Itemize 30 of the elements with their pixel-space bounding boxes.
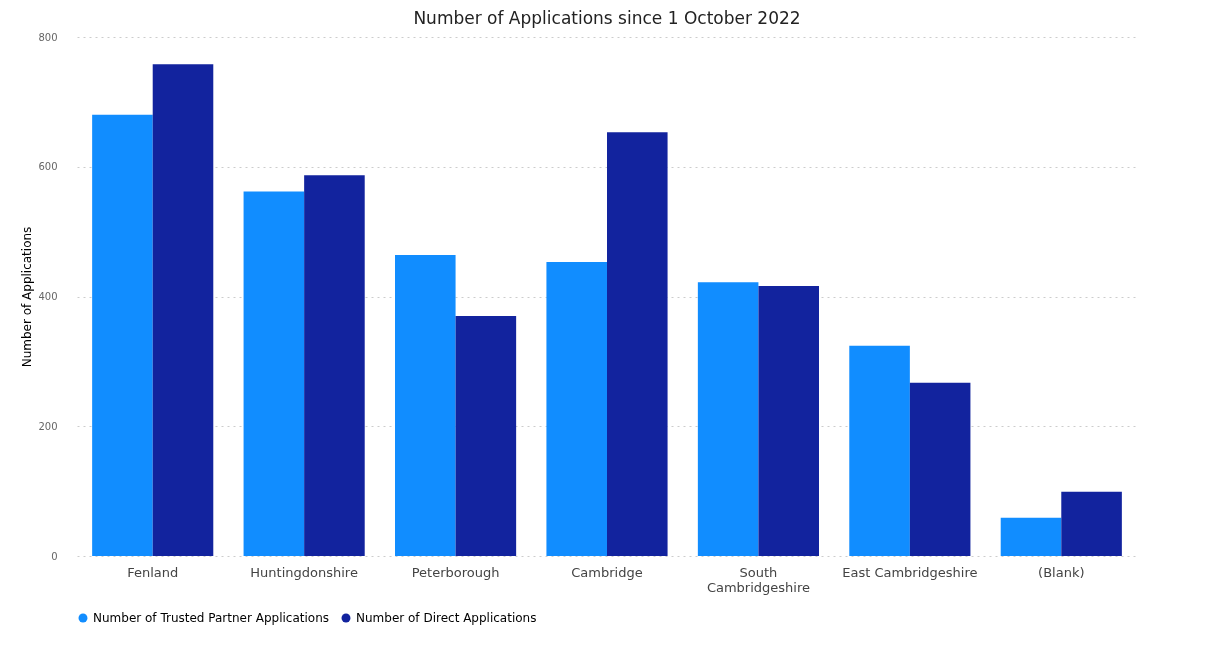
x-tick-label: Huntingdonshire bbox=[250, 564, 358, 580]
x-tick-label: Cambridge bbox=[571, 564, 643, 580]
bar bbox=[697, 282, 759, 556]
bar bbox=[1000, 517, 1062, 556]
legend-label: Number of Direct Applications bbox=[356, 611, 537, 625]
y-tick-label: 800 bbox=[38, 31, 58, 43]
x-tick-label: East Cambridgeshire bbox=[842, 564, 978, 580]
y-tick-label: 0 bbox=[51, 550, 58, 562]
chart-title: Number of Applications since 1 October 2022 bbox=[413, 8, 801, 28]
bar bbox=[546, 262, 607, 556]
bar bbox=[1061, 491, 1122, 556]
bar bbox=[243, 191, 305, 556]
bar bbox=[909, 382, 971, 556]
y-axis-title: Number of Applications bbox=[20, 226, 35, 368]
bar bbox=[455, 315, 517, 556]
bar bbox=[92, 114, 153, 556]
x-tick-label: (Blank) bbox=[1038, 564, 1085, 580]
bar bbox=[152, 64, 214, 556]
bar bbox=[304, 175, 365, 556]
bar bbox=[758, 286, 819, 556]
y-tick-label: 200 bbox=[38, 420, 58, 432]
legend-label: Number of Trusted Partner Applications bbox=[93, 611, 330, 625]
bar bbox=[607, 132, 668, 556]
x-tick-label: Peterborough bbox=[411, 564, 500, 580]
y-tick-label: 600 bbox=[38, 161, 58, 173]
x-tick-label: Fenland bbox=[127, 564, 179, 580]
bar bbox=[395, 254, 456, 556]
x-tick-label: South Cambridgeshire bbox=[706, 564, 810, 595]
y-tick-label: 400 bbox=[38, 291, 58, 302]
bar bbox=[849, 345, 910, 556]
